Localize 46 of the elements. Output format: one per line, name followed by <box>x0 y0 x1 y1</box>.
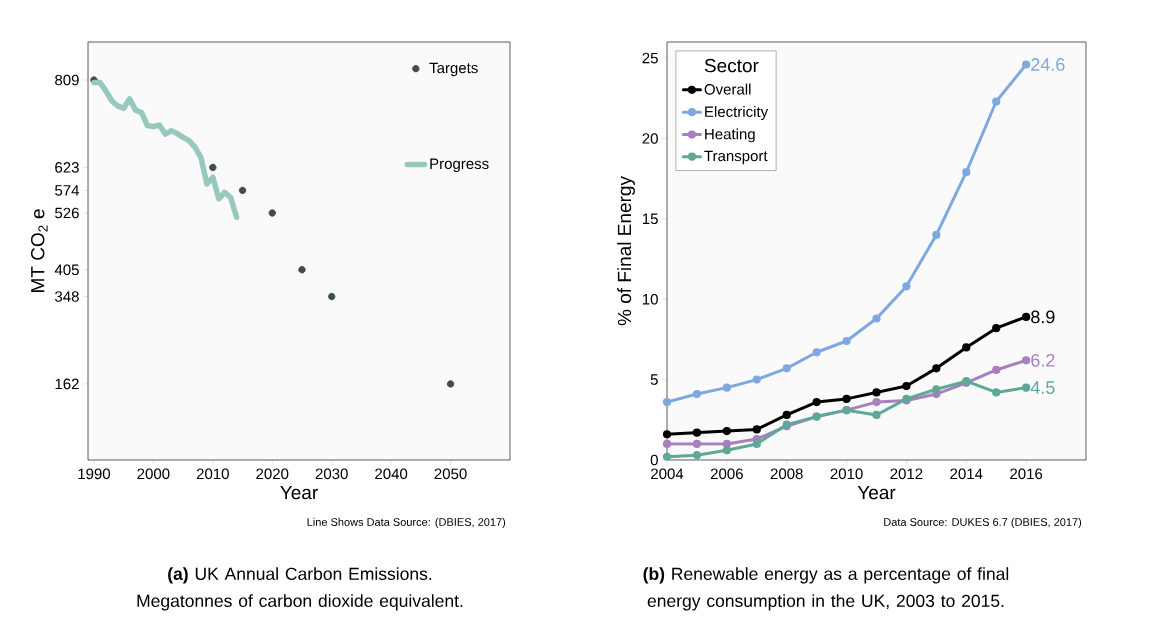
x-tick-label: 2004 <box>651 468 684 480</box>
y-tick-label: 405 <box>54 264 79 276</box>
x-tick-label: 2000 <box>137 468 170 480</box>
x-axis-title: Year <box>857 486 896 500</box>
y-tick-label: 526 <box>55 207 79 219</box>
y-tick-label: 10 <box>642 293 658 305</box>
y-tick-label: 0 <box>650 454 658 466</box>
x-tick-label: 2010 <box>196 468 229 480</box>
y-tick-label: 5 <box>650 374 658 385</box>
y-axis-title: % of Final Energy <box>617 176 635 326</box>
y-tick-label: 15 <box>642 213 658 225</box>
legend-title: Sector <box>704 58 759 73</box>
x-tick-label: 2030 <box>315 468 348 480</box>
legend-label: Heating <box>705 128 755 143</box>
y-tick-label: 25 <box>642 52 658 64</box>
x-tick-label: 2014 <box>950 468 983 480</box>
text: (a) UK Annual Carbon Emissions. Megatonnes of carbon dioxide equivalent. <box>137 567 463 611</box>
text: (b) Renewable energy as a percentage of final energy consumption in the UK, 2003 to 2015. <box>643 567 1009 611</box>
y-axis-title: MT CO$_{2}$ e <box>30 209 48 292</box>
source-note: Data Source: DUKES 6.7 (DBIES, 2017) <box>884 517 1082 529</box>
x-axis-title: Year <box>280 486 318 500</box>
x-tick-label: 2040 <box>375 468 408 480</box>
data-label: 8.9 <box>1031 310 1055 324</box>
data-label: 4.5 <box>1030 381 1055 394</box>
data-label: 24.6 <box>1031 58 1065 71</box>
y-tick-label: 162 <box>55 378 79 390</box>
x-tick-label: 2012 <box>890 468 923 480</box>
x-tick-label: 2010 <box>830 468 863 480</box>
y-tick-label: 809 <box>55 74 79 86</box>
x-tick-label: 2016 <box>1010 468 1043 480</box>
x-tick-label: 2008 <box>770 468 803 480</box>
x-tick-label: 2020 <box>256 468 289 480</box>
legend-label: Overall <box>704 83 751 95</box>
legend-label: Progress <box>430 158 489 172</box>
legend-label: Transport <box>704 150 768 165</box>
legend-label: Electricity <box>705 105 769 120</box>
y-tick-label: 20 <box>642 133 658 144</box>
legend-label: Targets <box>429 62 478 77</box>
y-tick-label: 574 <box>55 185 80 196</box>
x-tick-label: 1990 <box>78 468 111 480</box>
x-tick-label: 2050 <box>434 468 467 480</box>
y-tick-label: 623 <box>55 162 79 173</box>
y-tick-label: 348 <box>55 291 79 302</box>
data-label: 6.2 <box>1031 353 1055 367</box>
text: Line Shows Data Source: (DBIES, 2017) <box>307 517 506 529</box>
x-tick-label: 2006 <box>710 468 743 480</box>
